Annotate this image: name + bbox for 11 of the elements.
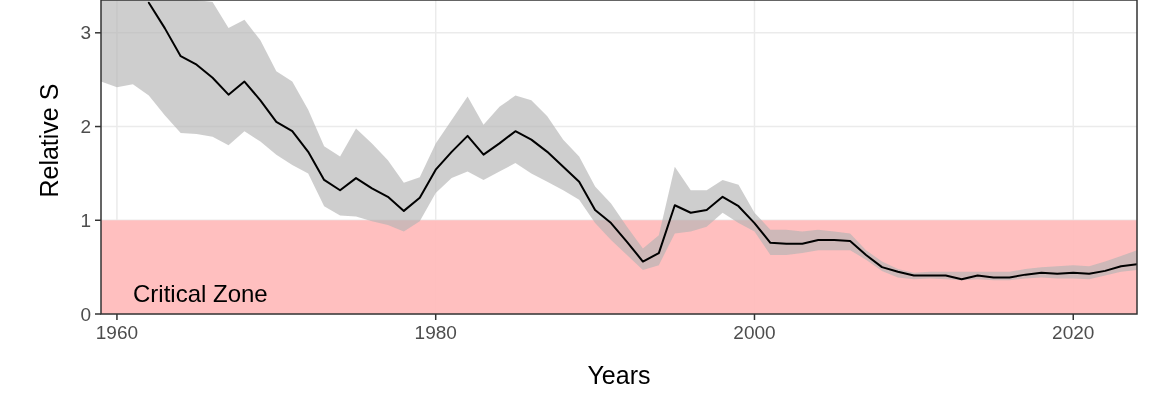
x-tick-label: 2000: [733, 322, 776, 343]
y-axis-title: Relative S: [35, 83, 63, 198]
x-tick-label: 2020: [1052, 322, 1095, 343]
x-tick-label: 1980: [414, 322, 457, 343]
y-tick-label: 3: [80, 22, 91, 44]
band-label: Critical Zone: [133, 280, 268, 307]
y-tick-label: 1: [80, 209, 91, 231]
y-tick-label: 2: [80, 116, 91, 138]
x-axis-title: Years: [587, 361, 651, 389]
y-tick-label: 0: [80, 303, 91, 325]
x-tick-label: 1960: [95, 322, 139, 343]
